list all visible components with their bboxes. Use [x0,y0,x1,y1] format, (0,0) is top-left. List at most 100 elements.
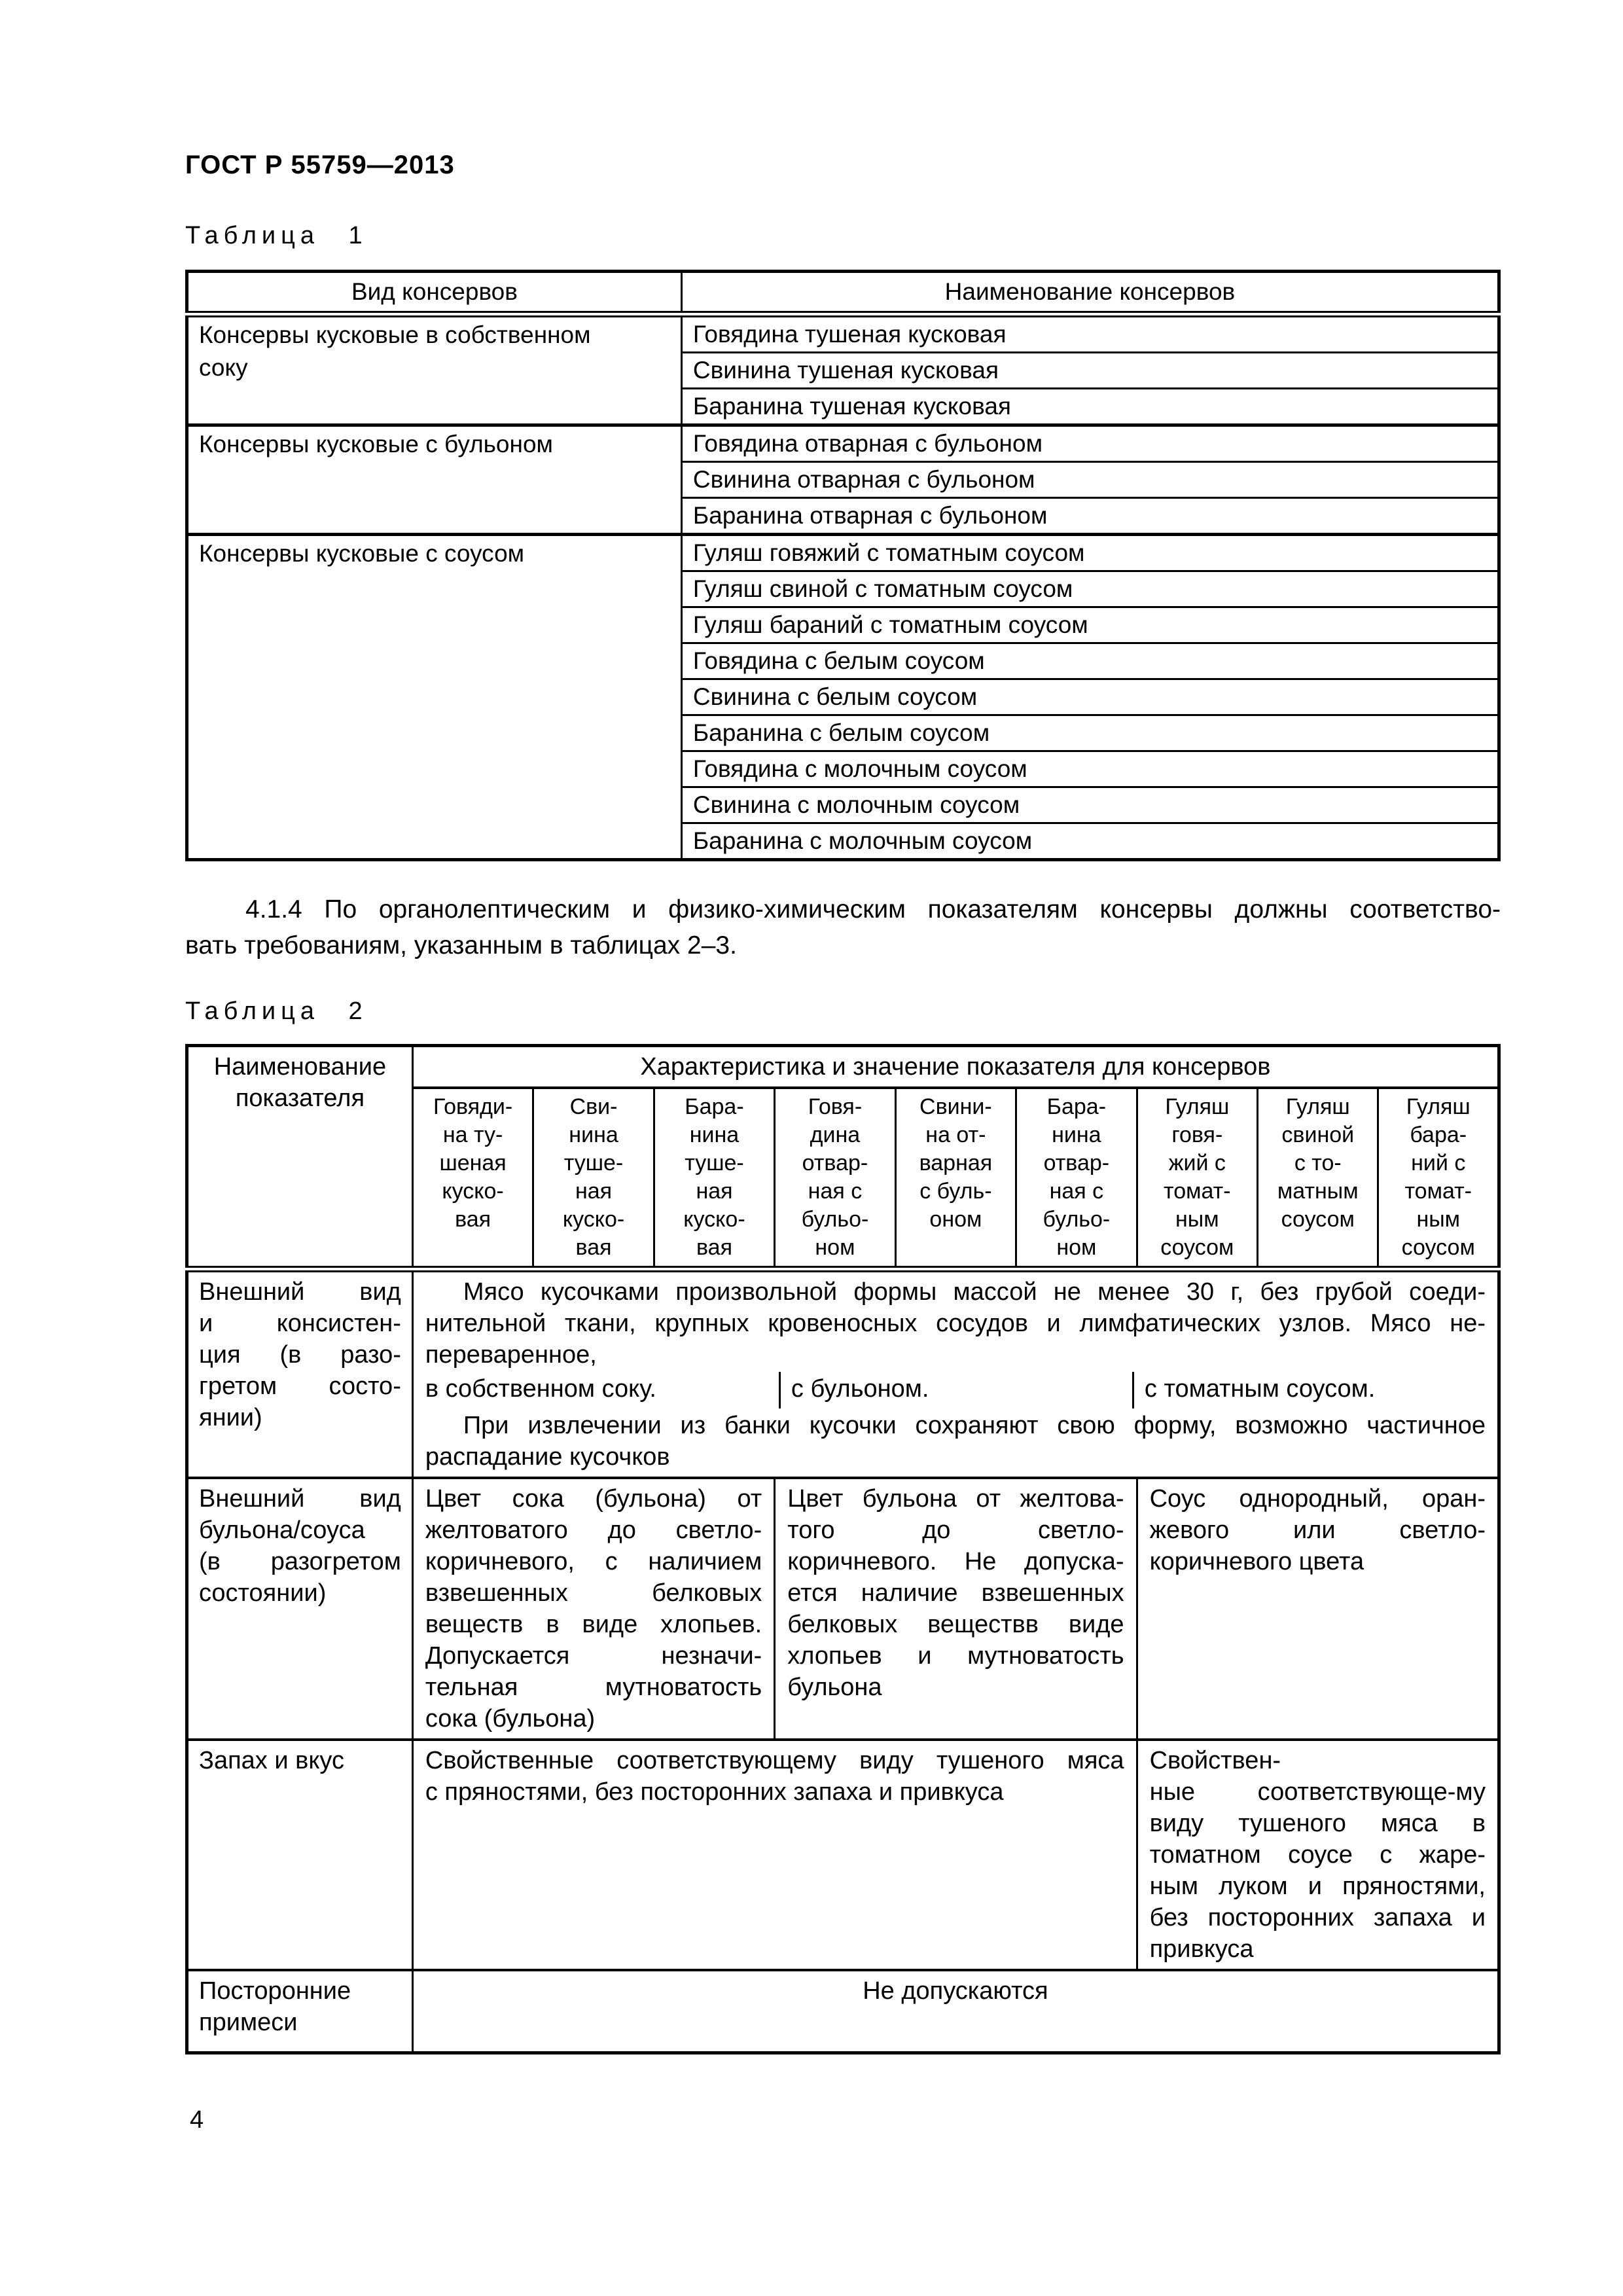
product-header-cell: Гуляш бара- ний с томат- ным соусом [1377,1086,1500,1272]
table-row: Гуляш бараний с томатным соусом [187,606,1501,644]
label-line: состоянии) [199,1579,327,1607]
conserve-type-cell: Консервы кусковые с бульоном [186,423,683,535]
description-line: переваренное, [425,1341,597,1369]
description-line: Цвет бульона от желтова- [787,1485,1124,1513]
product-name-cell: Баранина с молочным соусом [680,822,1501,861]
product-name-cell: Баранина отварная с бульоном [680,497,1501,535]
product-name-cell: Свинина отварная с бульоном [680,461,1501,499]
table-row: Консервы кусковые с бульоном Говядина от… [186,423,1501,535]
description-line: ным луком и пряностями, [1149,1873,1486,1900]
description-line: веществ в виде хлопьев. [425,1611,762,1638]
description-cell: Соус однородный, оран- жевого или светло… [1135,1477,1501,1741]
table-row: Говядина с молочным соусом [187,750,1501,788]
variant-band: в собственном соку. с бульоном. с томатн… [425,1372,1486,1408]
description-line: взвешенных белковых [425,1579,762,1607]
table1-caption: Таблица 1 [185,222,368,249]
product-name-cell: Говядина тушеная кусковая [680,312,1501,353]
description-line: желтоватого до светло- [425,1516,762,1544]
product-name-cell: Гуляш свиной с томатным соусом [680,570,1501,608]
description-line: Цвет сока (бульона) от [425,1485,762,1513]
row-label-cell: Посторонние примеси [186,1969,414,2054]
label-line: Посторонние [199,1977,351,2005]
indicator-header-cell: Наименование показателя [186,1044,414,1272]
label-line: гретом состо- [199,1372,401,1400]
product-header-cell: Говяди- на ту- шеная куско- вая [411,1086,535,1272]
description-line: Допускается незначи- [425,1642,762,1670]
doc-number: ГОСТ Р 55759—2013 [185,151,455,179]
description-line: При извлечении из банки кусочки сохраняю… [463,1412,1486,1439]
description-line: Свойственные соответствующему виду тушен… [425,1747,1124,1774]
label-line: янии) [199,1404,262,1431]
col-header-name: Наименование консервов [680,270,1501,317]
paragraph-4-1-4: 4.1.4 По органолептическим и физико-хими… [185,891,1501,963]
table-row: Баранина отварная с бульоном [187,497,1501,535]
description-cell: Свойствен- ные соответствующе-му виду ту… [1135,1738,1501,1971]
product-name-cell: Гуляш говяжий с томатным соусом [680,533,1501,572]
row-label-cell: Запах и вкус [186,1738,414,1971]
paragraph-line: вать требованиям, указанным в таблицах 2… [185,931,737,960]
product-name-cell: Свинина с белым соусом [680,678,1501,716]
product-header-cell: Бара- нина отвар- ная с бульо- ном [1015,1086,1138,1272]
product-header-cell: Гуляш говя- жий с томат- ным соусом [1135,1086,1259,1272]
product-header-cell: Свини- на от- варная с буль- оном [894,1086,1018,1272]
characteristic-header-cell: Характеристика и значение показателя для… [411,1044,1501,1089]
product-name-cell: Свинина с молочным соусом [680,786,1501,824]
table-row: Внешний вид и консистен- ция (в разо- гр… [186,1268,1501,1479]
description-line: коричневого цвета [1149,1548,1364,1575]
label-line: Внешний вид [199,1278,401,1306]
description-line: виду тушеного мяса в [1149,1810,1486,1837]
description-line: Свойствен- [1149,1747,1281,1774]
table-row: Консервы кусковые в собственном соку Гов… [186,312,1501,426]
table-row: Консервы кусковые с соусом Гуляш говяжий… [186,533,1501,861]
row-label-cell: Внешний вид бульона/соуса (в разогретом … [186,1477,414,1741]
description-line: коричневого. Не допуска- [787,1548,1124,1575]
label-line: бульона/соуса [199,1516,365,1544]
description-line: коричневого, с наличием [425,1548,762,1575]
table2: Наименование показателя Характеристика и… [185,1044,1501,2054]
description-line: ется наличие взвешенных [787,1579,1124,1607]
product-header-cell: Сви- нина туше- ная куско- вая [532,1086,655,1272]
variant-cell: в собственном соку. [425,1375,656,1403]
product-header-cell: Говя- дина отвар- ная с бульо- ном [774,1086,897,1272]
page-number: 4 [190,2106,204,2134]
product-name-cell: Говядина с молочным соусом [680,750,1501,788]
value-cell: Не допускаются [411,1969,1501,2054]
label-line: и консистен- [199,1310,401,1337]
description-cell: Цвет бульона от желтова- того до светло-… [774,1477,1138,1741]
description-cell: Свойственные соответствующему виду тушен… [411,1738,1138,1971]
description-line: томатном соусе с жаре- [1149,1841,1486,1869]
description-line: привкуса [1149,1935,1254,1963]
product-name-cell: Говядина с белым соусом [680,642,1501,680]
table-row: Свинина с белым соусом [187,678,1501,716]
table2-products-row: Говяди- на ту- шеная куско- вая Сви- нин… [187,1086,1500,1272]
description-line: тельная мутноватость [425,1674,762,1701]
conserve-type-cell: Консервы кусковые с соусом [186,533,683,861]
page-content: ГОСТ Р 55759—2013 Таблица 1 Вид консерво… [185,0,1501,2054]
product-name-cell: Говядина отварная с бульоном [680,423,1501,463]
product-name-cell: Баранина тушеная кусковая [680,387,1501,426]
label-line: примеси [199,2009,298,2036]
table-row: Баранина с молочным соусом [187,822,1501,861]
table1-header-row: Вид консервов Наименование консервов [186,270,1501,317]
variant-cell: с бульоном. [778,1372,1132,1408]
product-header-cell: Бара- нина туше- ная куско- вая [652,1086,776,1272]
row-label-cell: Внешний вид и консистен- ция (в разо- гр… [186,1268,414,1479]
col-header-kind: Вид консервов [186,270,683,317]
description-line: нительной ткани, крупных кровеносных сос… [425,1310,1486,1337]
product-name-cell: Баранина с белым соусом [680,714,1501,752]
table-row: Запах и вкус Свойственные соответствующе… [186,1738,1501,1971]
description-line: Мясо кусочками произвольной формы массой… [463,1278,1486,1306]
product-header-cell: Гуляш свиной с то- матным соусом [1257,1086,1380,1272]
table-row: Говядина с белым соусом [187,642,1501,680]
description-line: распадание кусочков [425,1443,670,1471]
table2-header-row: Наименование показателя Характеристика и… [186,1044,1501,1272]
table2-caption: Таблица 2 [185,997,368,1025]
conserve-type-cell: Консервы кусковые в собственном соку [186,312,683,426]
table1: Вид консервов Наименование консервов Кон… [185,270,1501,861]
description-line: ные соответствующе-му [1149,1778,1486,1806]
label-line: ция (в разо- [199,1341,401,1369]
description-line: бульона [787,1674,882,1701]
variant-cell: с томатным соусом. [1132,1372,1486,1408]
description-line: сока (бульона) [425,1705,596,1732]
description-line: Соус однородный, оран- [1149,1485,1486,1513]
